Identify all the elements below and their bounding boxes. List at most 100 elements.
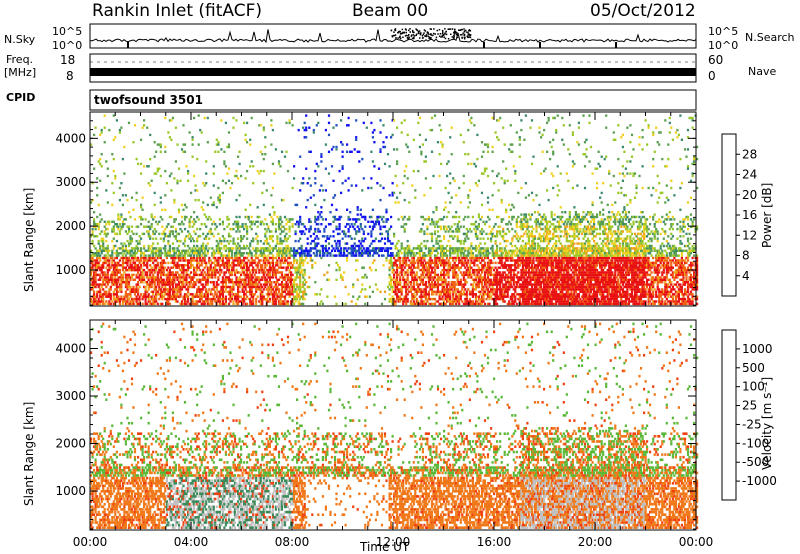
data-cell <box>149 225 152 228</box>
data-cell <box>132 273 135 277</box>
data-cell <box>173 281 176 284</box>
data-cell <box>144 288 147 291</box>
data-cell <box>380 302 384 306</box>
data-cell <box>276 297 279 301</box>
data-cell <box>309 259 312 262</box>
data-cell <box>226 261 229 265</box>
data-cell <box>429 254 432 257</box>
data-cell <box>435 256 438 260</box>
data-cell <box>253 254 256 257</box>
data-cell <box>473 256 476 260</box>
data-cell <box>180 264 184 267</box>
data-cell <box>347 293 350 296</box>
data-cell <box>176 182 179 185</box>
data-cell <box>243 283 246 286</box>
data-cell <box>268 278 271 281</box>
data-cell <box>274 256 277 260</box>
data-cell <box>99 162 102 166</box>
data-cell <box>217 271 220 274</box>
data-cell <box>276 215 279 219</box>
data-cell <box>285 244 288 248</box>
data-cell <box>397 259 400 262</box>
data-cell <box>182 273 185 277</box>
data-cell <box>240 174 243 178</box>
nsearch-dot <box>411 37 414 39</box>
data-cell <box>283 285 287 289</box>
data-cell <box>229 256 232 260</box>
data-cell <box>262 203 265 207</box>
beam-title: Beam 00 <box>352 1 429 21</box>
data-cell <box>320 184 323 187</box>
data-cell <box>255 278 258 281</box>
data-cell <box>259 252 262 255</box>
data-cell <box>182 276 185 279</box>
data-cell <box>252 261 255 265</box>
data-cell <box>226 266 229 269</box>
data-cell <box>249 249 252 252</box>
data-cell <box>120 290 123 293</box>
data-cell <box>400 290 403 293</box>
data-cell <box>361 227 364 231</box>
data-cell <box>99 259 102 262</box>
data-cell <box>480 285 484 289</box>
data-cell <box>200 247 203 250</box>
data-cell <box>394 264 397 267</box>
data-cell <box>283 155 287 158</box>
data-cell <box>246 290 249 293</box>
data-cell <box>420 256 423 260</box>
data-cell <box>143 252 146 255</box>
data-cell <box>279 264 282 267</box>
data-cell <box>305 247 308 250</box>
data-cell <box>320 160 323 163</box>
data-cell <box>168 215 171 219</box>
data-cell <box>153 302 156 306</box>
data-cell <box>188 223 191 226</box>
data-cell <box>127 256 131 260</box>
data-cell <box>212 266 215 269</box>
data-cell <box>397 254 400 257</box>
data-cell <box>180 230 184 233</box>
data-cell <box>433 285 437 289</box>
data-cell <box>91 276 94 279</box>
data-cell <box>215 264 218 267</box>
data-cell <box>350 150 353 153</box>
data-cell <box>440 276 443 279</box>
data-cell <box>449 235 452 238</box>
data-cell <box>430 232 434 236</box>
data-cell <box>327 150 331 153</box>
data-cell <box>447 160 450 163</box>
data-cell <box>197 285 200 289</box>
data-cell <box>467 268 470 272</box>
data-cell <box>421 252 424 255</box>
data-cell <box>288 225 291 228</box>
data-cell <box>93 293 96 296</box>
data-cell <box>105 290 108 293</box>
data-cell <box>458 300 461 303</box>
data-cell <box>224 278 227 281</box>
data-cell <box>480 283 484 286</box>
data-cell <box>126 259 129 262</box>
data-cell <box>152 273 155 277</box>
data-cell <box>388 276 391 279</box>
data-cell <box>452 252 455 255</box>
data-cell <box>409 254 412 257</box>
data-cell <box>240 300 243 303</box>
data-cell <box>364 273 367 277</box>
data-cell <box>262 247 265 250</box>
data-cell <box>393 276 396 279</box>
data-cell <box>238 230 241 233</box>
data-cell <box>167 293 170 296</box>
data-cell <box>264 285 267 289</box>
data-cell <box>229 288 232 291</box>
data-cell <box>237 223 240 226</box>
data-cell <box>211 203 214 207</box>
data-cell <box>417 288 420 291</box>
data-cell <box>209 300 212 303</box>
data-cell <box>286 300 290 303</box>
data-cell <box>244 264 247 267</box>
data-cell <box>474 249 477 252</box>
data-cell <box>118 232 121 236</box>
data-cell <box>343 249 346 252</box>
data-cell <box>249 271 252 274</box>
data-cell <box>420 302 423 306</box>
